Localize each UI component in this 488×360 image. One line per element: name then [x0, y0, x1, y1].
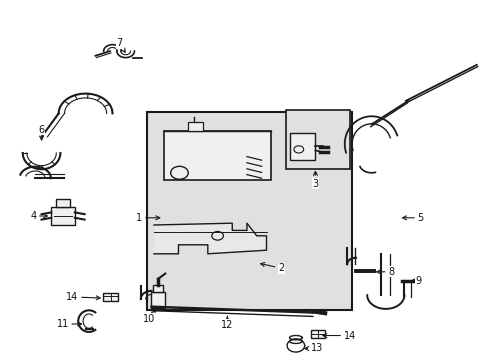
Text: 6: 6 — [39, 125, 44, 140]
Bar — [285, 110, 349, 169]
Text: 13: 13 — [304, 343, 323, 354]
Bar — [146, 112, 351, 310]
Text: 5: 5 — [402, 213, 423, 223]
Text: 2: 2 — [260, 262, 284, 273]
Text: 10: 10 — [142, 311, 155, 324]
Text: 4: 4 — [30, 211, 47, 221]
Bar — [102, 293, 118, 301]
Text: 14: 14 — [322, 330, 355, 341]
Text: 14: 14 — [66, 292, 100, 302]
Text: 12: 12 — [221, 316, 233, 330]
Text: 1: 1 — [136, 213, 160, 223]
Bar — [188, 122, 203, 131]
Text: 11: 11 — [56, 319, 81, 329]
Text: 3: 3 — [312, 171, 318, 189]
Bar — [51, 207, 75, 225]
Text: 9: 9 — [410, 276, 420, 286]
Bar — [163, 131, 271, 180]
Bar — [150, 292, 165, 308]
Bar — [289, 133, 315, 160]
Text: 8: 8 — [376, 267, 393, 277]
Bar — [56, 199, 70, 207]
Bar — [152, 285, 163, 292]
Polygon shape — [154, 223, 266, 254]
Bar — [310, 330, 325, 338]
Text: 7: 7 — [117, 38, 125, 52]
